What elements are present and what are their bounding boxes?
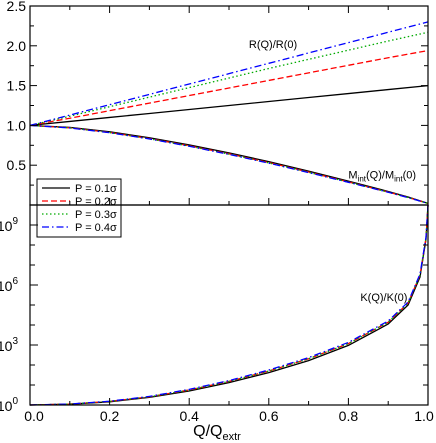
legend-label-2: P = 0.2σ — [75, 196, 117, 208]
bottom-y-ticks: 100 103 106 109 — [0, 216, 428, 414]
bottom-curves — [29, 204, 429, 406]
top-series-4-curve-1 — [29, 21, 429, 127]
xtick-label: 0.8 — [339, 408, 359, 424]
top-curves — [29, 21, 429, 205]
bottom-annotations: K(Q)/K(0) — [360, 292, 407, 304]
annotation-m-int-ratio: Mint(Q)/Mint(0) — [348, 170, 416, 184]
x-ticks: 0.0 0.2 0.4 0.6 0.8 1.0 — [24, 198, 434, 424]
bottom-plot-frame — [29, 204, 429, 406]
top-ytick-label: 2.5 — [7, 0, 27, 14]
bottom-ytick-label: 100 — [0, 396, 18, 414]
top-ytick-label: 0.5 — [7, 157, 27, 173]
annotation-r-ratio: R(Q)/R(0) — [249, 39, 297, 51]
top-panel: 0.5 1.0 1.5 2.0 2.5 R(Q)/R(0) Mint(Q)/Mint(0)… — [7, 0, 429, 238]
top-ytick-label: 1.5 — [7, 78, 27, 94]
bottom-panel: 100 103 106 109 0.0 0.2 0.4 0.6 0.8 1.0 K(Q)/K(0… — [0, 198, 434, 443]
legend-label-3: P = 0.3σ — [75, 209, 117, 221]
top-series-3-curve-1 — [29, 31, 429, 127]
bottom-ytick-label: 103 — [0, 336, 18, 354]
top-series-4-curve-2 — [29, 124, 429, 205]
bottom-series-4-curve — [29, 204, 429, 406]
bottom-ytick-label: 109 — [0, 216, 18, 234]
top-series-2-curve-1 — [29, 49, 429, 127]
legend-label-1: P = 0.1σ — [75, 183, 117, 195]
xtick-label: 1.0 — [414, 408, 434, 424]
xtick-label: 0.0 — [24, 408, 44, 424]
x-axis-title: Q/Qextr — [193, 423, 241, 443]
top-ytick-label: 1.0 — [7, 117, 27, 133]
top-series-1-curve-1 — [29, 84, 429, 127]
top-annotations: R(Q)/R(0) Mint(Q)/Mint(0) — [249, 39, 416, 184]
x-axis-label: Q/Qextr — [193, 423, 241, 443]
xtick-label: 0.4 — [179, 408, 199, 424]
legend-box — [36, 178, 122, 238]
legend-label-4: P = 0.4σ — [75, 222, 117, 234]
annotation-k-ratio: K(Q)/K(0) — [360, 292, 407, 304]
top-ytick-label: 2.0 — [7, 38, 27, 54]
xtick-label: 0.6 — [259, 408, 279, 424]
top-y-ticks: 0.5 1.0 1.5 2.0 2.5 — [7, 0, 428, 186]
bottom-ytick-label: 106 — [0, 276, 18, 294]
legend: P = 0.1σP = 0.2σP = 0.3σP = 0.4σ — [36, 178, 122, 238]
xtick-label: 0.2 — [100, 408, 120, 424]
